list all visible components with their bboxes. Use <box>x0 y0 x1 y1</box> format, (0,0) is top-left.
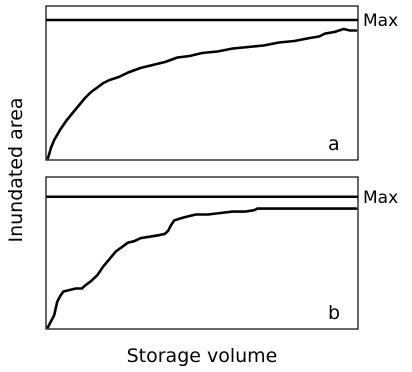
panel-b-series-line <box>46 207 358 329</box>
panel-b-frame <box>45 176 359 330</box>
panel-a-max-label: Max <box>363 11 398 31</box>
panel-a-frame <box>45 5 359 161</box>
panel-a-series-line <box>46 27 358 160</box>
panel-a: Max a <box>45 5 398 161</box>
panel-b: Max b <box>45 176 398 330</box>
panel-b-label: b <box>328 302 340 324</box>
y-axis-label: Inundated area <box>5 97 27 242</box>
x-axis-label: Storage volume <box>127 345 278 367</box>
panel-b-max-label: Max <box>363 188 398 208</box>
panel-a-label: a <box>328 133 340 155</box>
